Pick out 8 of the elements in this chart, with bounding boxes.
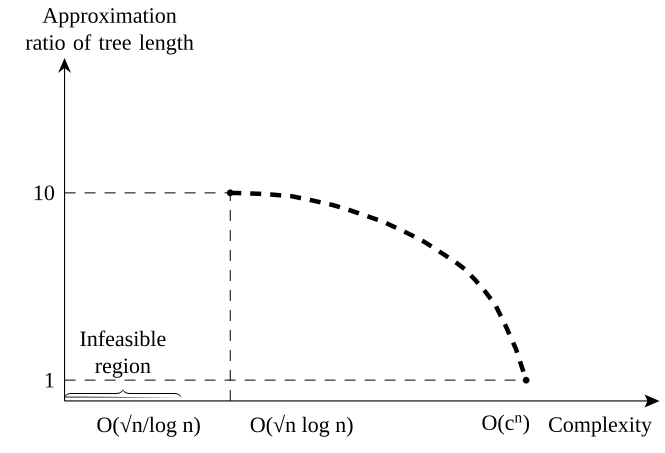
x-axis-title: Complexity bbox=[549, 416, 652, 437]
x-tick-label: O(c$^{n}$) bbox=[482, 414, 530, 435]
y-axis-title: Approximation ratio of tree length bbox=[26, 8, 194, 54]
y-tick-label: 1 bbox=[46, 372, 54, 388]
annotation: Infeasible region bbox=[80, 330, 166, 378]
x-tick-label: O(√n/log n) bbox=[97, 414, 200, 437]
y-tick-label: 10 bbox=[34, 185, 54, 200]
x-tick-label: O(√n log n) bbox=[250, 414, 353, 437]
